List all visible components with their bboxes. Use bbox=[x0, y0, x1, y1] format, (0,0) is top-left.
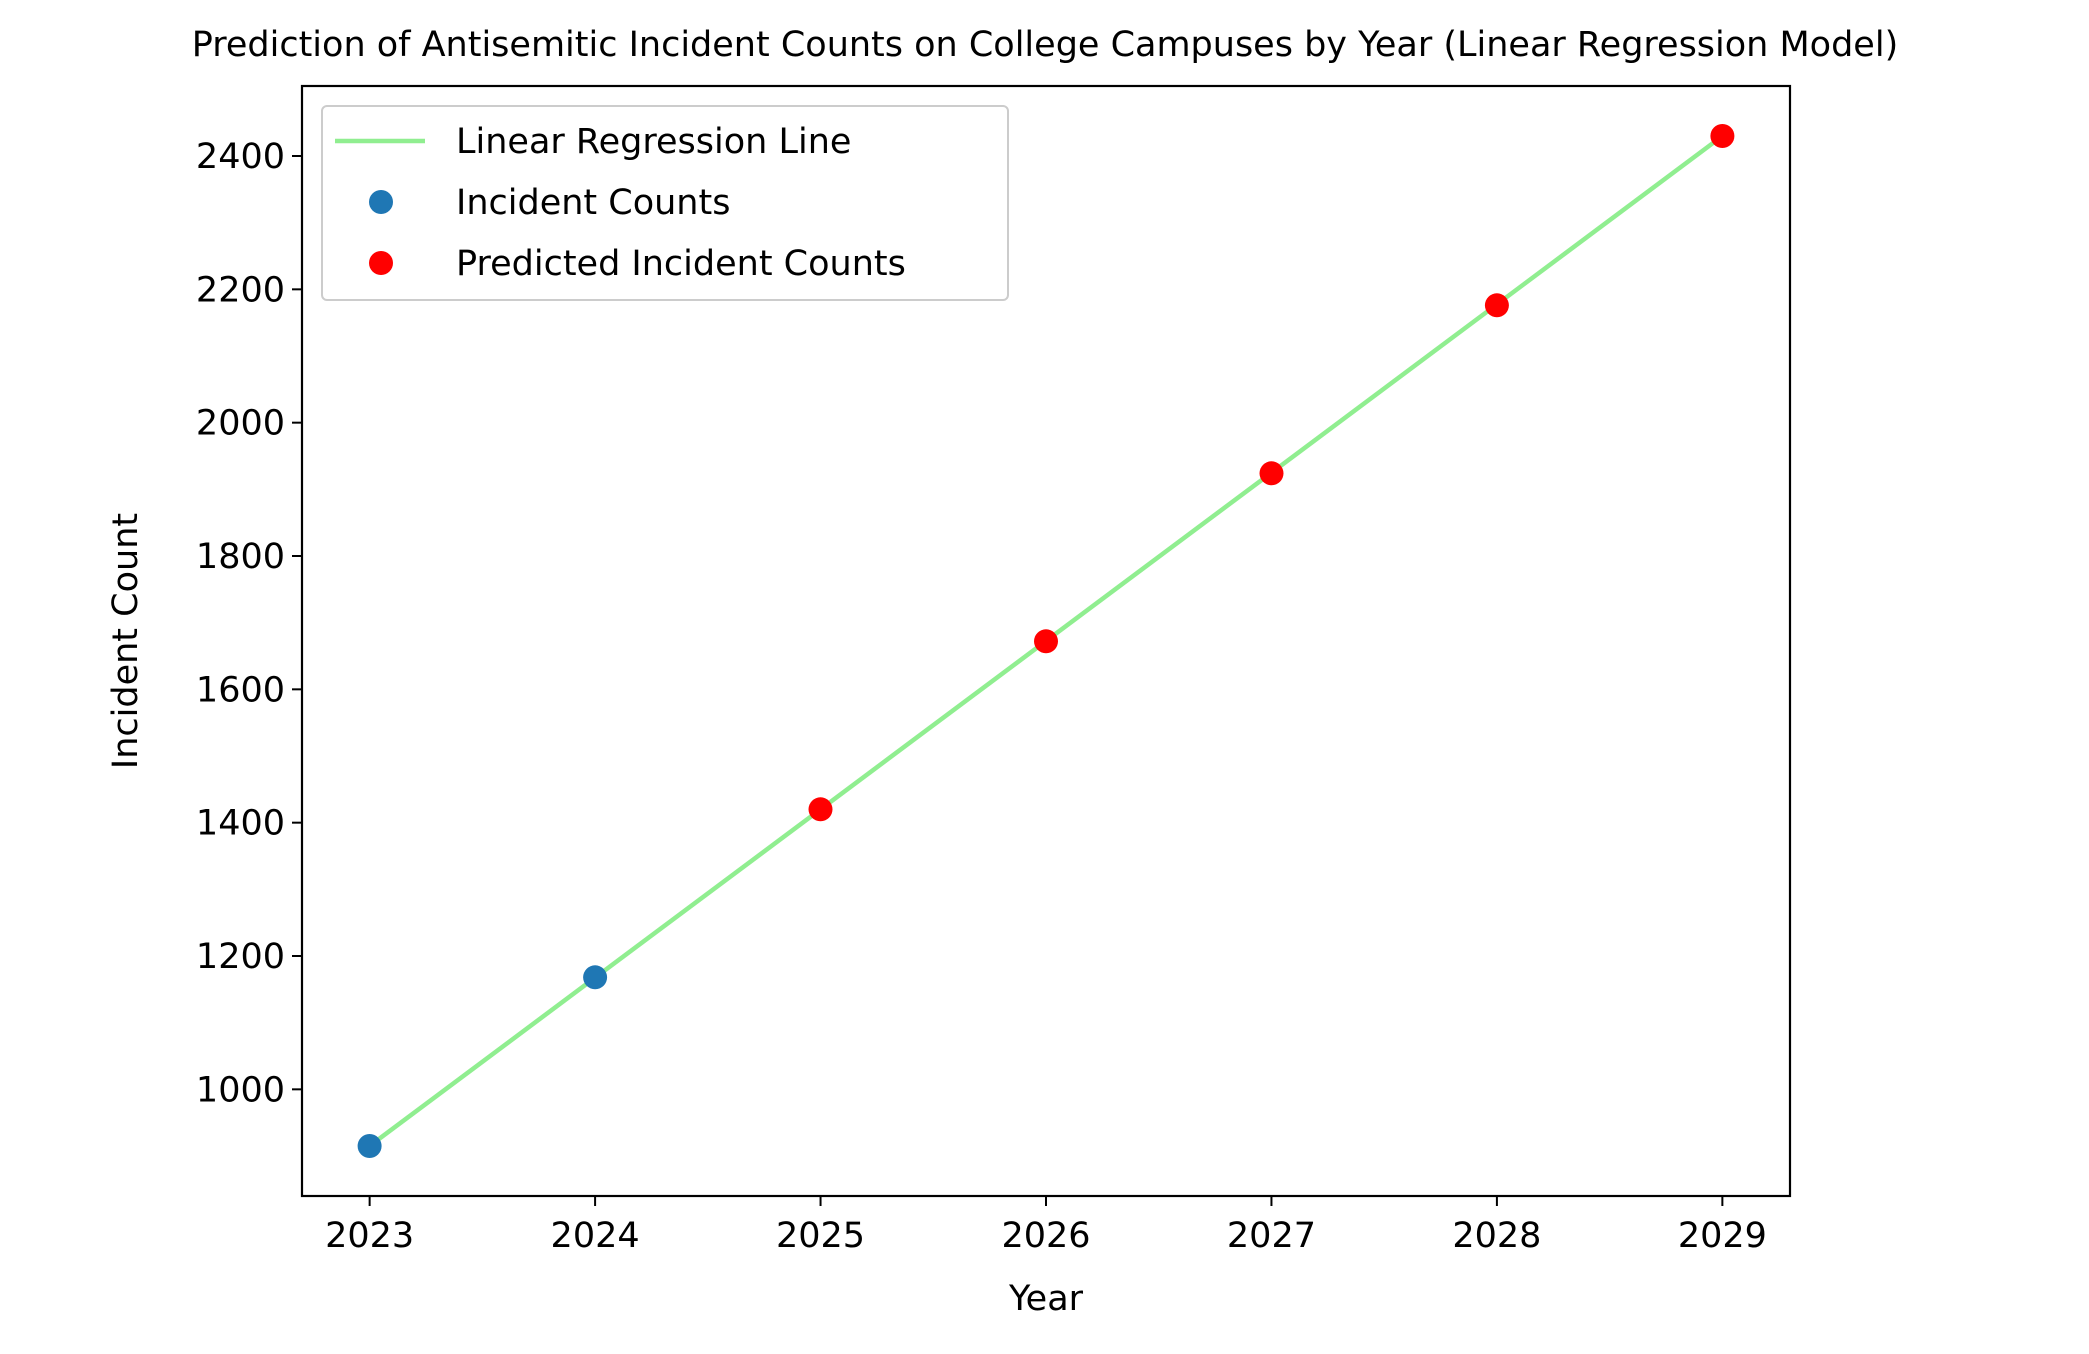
plot-area bbox=[357, 124, 1735, 1158]
legend-label: Predicted Incident Counts bbox=[456, 244, 906, 284]
y-tick-label: 2200 bbox=[196, 270, 285, 310]
predicted-count-point bbox=[1484, 293, 1509, 318]
predicted-count-point bbox=[808, 797, 833, 822]
y-axis-ticks: 1000 1200 1400 1600 1800 2000 2200 2400 bbox=[196, 137, 302, 1110]
predicted-count-point bbox=[1710, 124, 1735, 148]
y-tick-label: 1400 bbox=[196, 804, 285, 844]
y-tick-label: 2000 bbox=[196, 404, 285, 444]
legend-label: Linear Regression Line bbox=[456, 122, 851, 162]
legend-incident-marker bbox=[369, 190, 393, 214]
x-tick-label: 2029 bbox=[1678, 1216, 1767, 1256]
legend-box bbox=[321, 105, 1009, 301]
x-axis-label: Year bbox=[1008, 1279, 1084, 1319]
y-tick-label: 1600 bbox=[196, 670, 285, 710]
y-axis-label: Incident Count bbox=[106, 513, 146, 769]
x-axis-ticks: 2023 2024 2025 2026 2027 2028 2029 bbox=[325, 1196, 1767, 1256]
x-tick-label: 2024 bbox=[551, 1216, 640, 1256]
incident-count-point bbox=[583, 965, 608, 990]
y-tick-label: 1800 bbox=[196, 537, 285, 577]
chart-title: Prediction of Antisemitic Incident Count… bbox=[192, 25, 1898, 65]
predicted-count-point bbox=[1034, 629, 1058, 654]
x-tick-label: 2025 bbox=[776, 1216, 865, 1256]
legend: Linear Regression Line Incident Counts Pre… bbox=[321, 105, 1009, 301]
legend-label: Incident Counts bbox=[456, 183, 730, 223]
predicted-count-point bbox=[1259, 461, 1284, 486]
x-tick-label: 2028 bbox=[1452, 1216, 1541, 1256]
legend-predicted-marker bbox=[369, 251, 393, 275]
incident-count-point bbox=[357, 1134, 382, 1158]
x-tick-label: 2023 bbox=[325, 1216, 414, 1256]
x-tick-label: 2027 bbox=[1227, 1216, 1316, 1256]
y-tick-label: 2400 bbox=[196, 137, 285, 177]
y-tick-label: 1200 bbox=[196, 937, 285, 977]
y-tick-label: 1000 bbox=[196, 1070, 285, 1110]
x-tick-label: 2026 bbox=[1001, 1216, 1090, 1256]
